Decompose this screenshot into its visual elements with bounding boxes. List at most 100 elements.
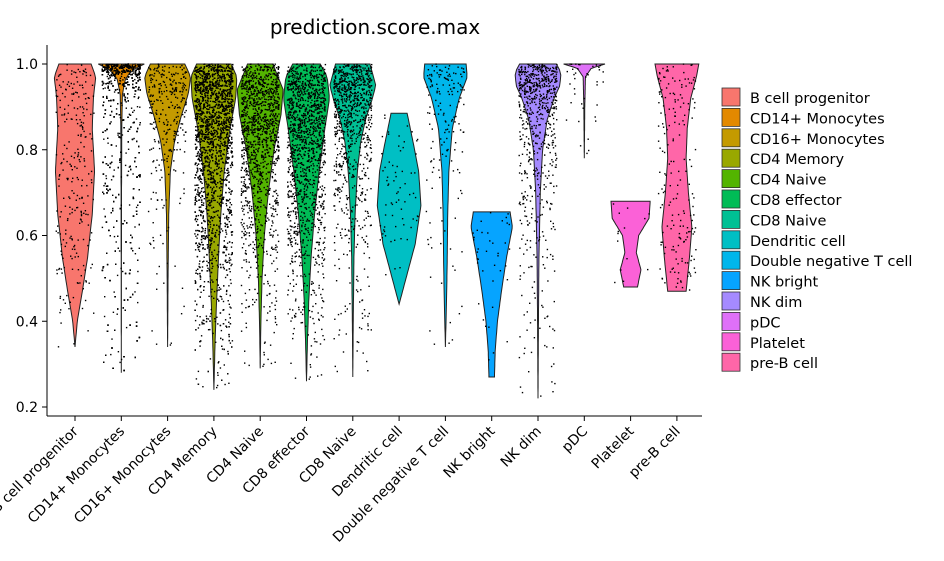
data-point [201,170,203,172]
data-point [161,199,163,201]
data-point [163,144,165,146]
data-point [111,338,113,340]
data-point [221,127,224,129]
data-point [278,113,280,115]
data-point [165,95,168,98]
data-point [139,122,141,124]
data-point [228,339,230,342]
data-point [205,76,207,79]
data-point [112,175,115,178]
data-point [195,148,197,150]
data-point [128,67,130,70]
data-point [223,67,225,69]
data-point [222,162,224,164]
data-point [104,277,106,279]
data-point [209,100,212,102]
data-point [224,108,226,110]
data-point [231,88,233,90]
data-point [104,68,106,70]
data-point [257,120,260,123]
data-point [197,109,200,112]
data-point [134,65,137,67]
data-point [223,141,225,143]
data-point [225,216,228,218]
data-point [260,102,263,104]
data-point [230,246,233,248]
data-point [229,135,231,137]
data-point [158,83,160,85]
data-point [105,354,107,356]
data-point [198,99,201,101]
data-point [210,242,213,245]
data-point [117,103,119,105]
data-point [57,75,60,77]
data-point [207,245,209,248]
data-point [182,172,185,174]
data-point [208,97,210,100]
data-point [240,86,242,88]
data-point [226,93,229,96]
data-point [113,169,115,171]
data-point [216,224,218,226]
data-point [74,166,76,168]
data-point [210,97,212,99]
data-point [106,95,108,98]
data-point [230,98,232,100]
data-point [228,157,230,159]
data-point [131,66,133,68]
data-point [151,123,153,125]
data-point [125,326,128,329]
data-point [129,70,131,72]
data-point [197,141,199,143]
data-point [106,330,109,332]
data-point [197,75,199,78]
data-point [217,84,219,86]
data-point [207,108,209,111]
data-point [209,171,211,173]
data-point [204,152,206,154]
data-point [216,168,218,171]
data-point [194,218,196,221]
data-point [203,148,205,151]
violin-cd16-monocytes [144,63,191,347]
data-point [123,85,125,87]
data-point [245,307,247,309]
data-point [58,267,61,270]
data-point [195,198,197,200]
data-point [211,171,213,173]
data-point [211,207,213,209]
data-point [207,74,209,76]
data-point [202,191,205,193]
data-point [271,103,273,105]
data-point [203,165,206,167]
data-point [253,121,255,124]
data-point [200,214,202,216]
data-point [230,143,233,145]
data-point [102,83,104,85]
data-point [211,259,213,261]
data-point [93,312,95,314]
data-point [201,226,203,229]
data-point [198,81,200,83]
data-point [263,124,266,126]
data-point [213,179,215,181]
data-point [248,162,251,164]
data-point [223,179,225,181]
data-point [122,83,124,85]
data-point [62,239,65,241]
data-point [245,299,248,301]
data-point [154,121,157,123]
data-point [122,84,125,86]
data-point [136,140,138,143]
data-point [150,111,152,114]
data-point [118,250,121,252]
data-point [212,149,215,152]
data-point [199,105,201,108]
data-point [257,90,259,92]
data-point [216,386,218,389]
data-point [216,133,218,136]
data-point [214,85,216,87]
data-point [131,236,133,239]
data-point [124,82,127,84]
data-point [202,216,204,218]
